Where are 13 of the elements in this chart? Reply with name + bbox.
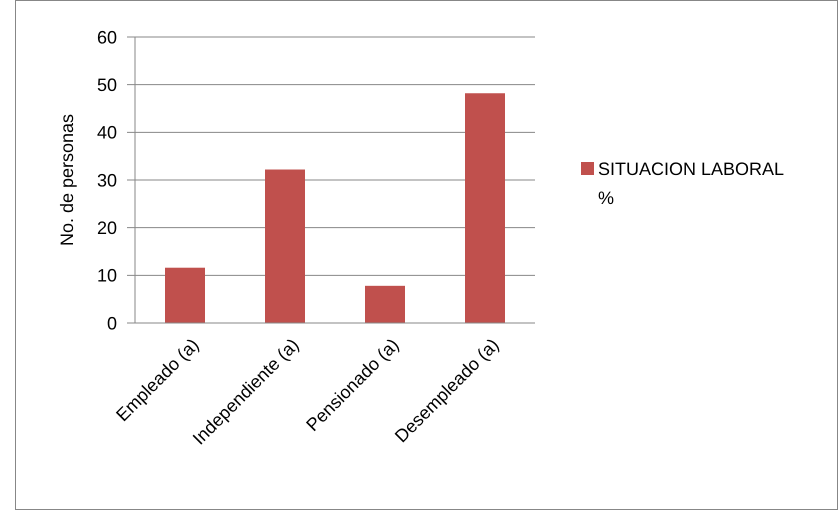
bar bbox=[265, 170, 305, 323]
y-tick-label: 20 bbox=[96, 218, 117, 238]
y-tick-label: 30 bbox=[96, 170, 117, 190]
y-tick-label: 10 bbox=[96, 266, 117, 286]
bar bbox=[165, 268, 205, 323]
y-axis-title: No. de personas bbox=[57, 114, 77, 246]
y-tick-label: 60 bbox=[96, 27, 117, 48]
y-tick-label: 50 bbox=[96, 74, 117, 95]
y-tick-label: 40 bbox=[96, 122, 117, 143]
y-tick-label: 0 bbox=[106, 313, 117, 334]
legend-label: SITUACION LABORAL % bbox=[598, 159, 784, 208]
bar bbox=[365, 286, 405, 323]
bar bbox=[465, 93, 505, 323]
